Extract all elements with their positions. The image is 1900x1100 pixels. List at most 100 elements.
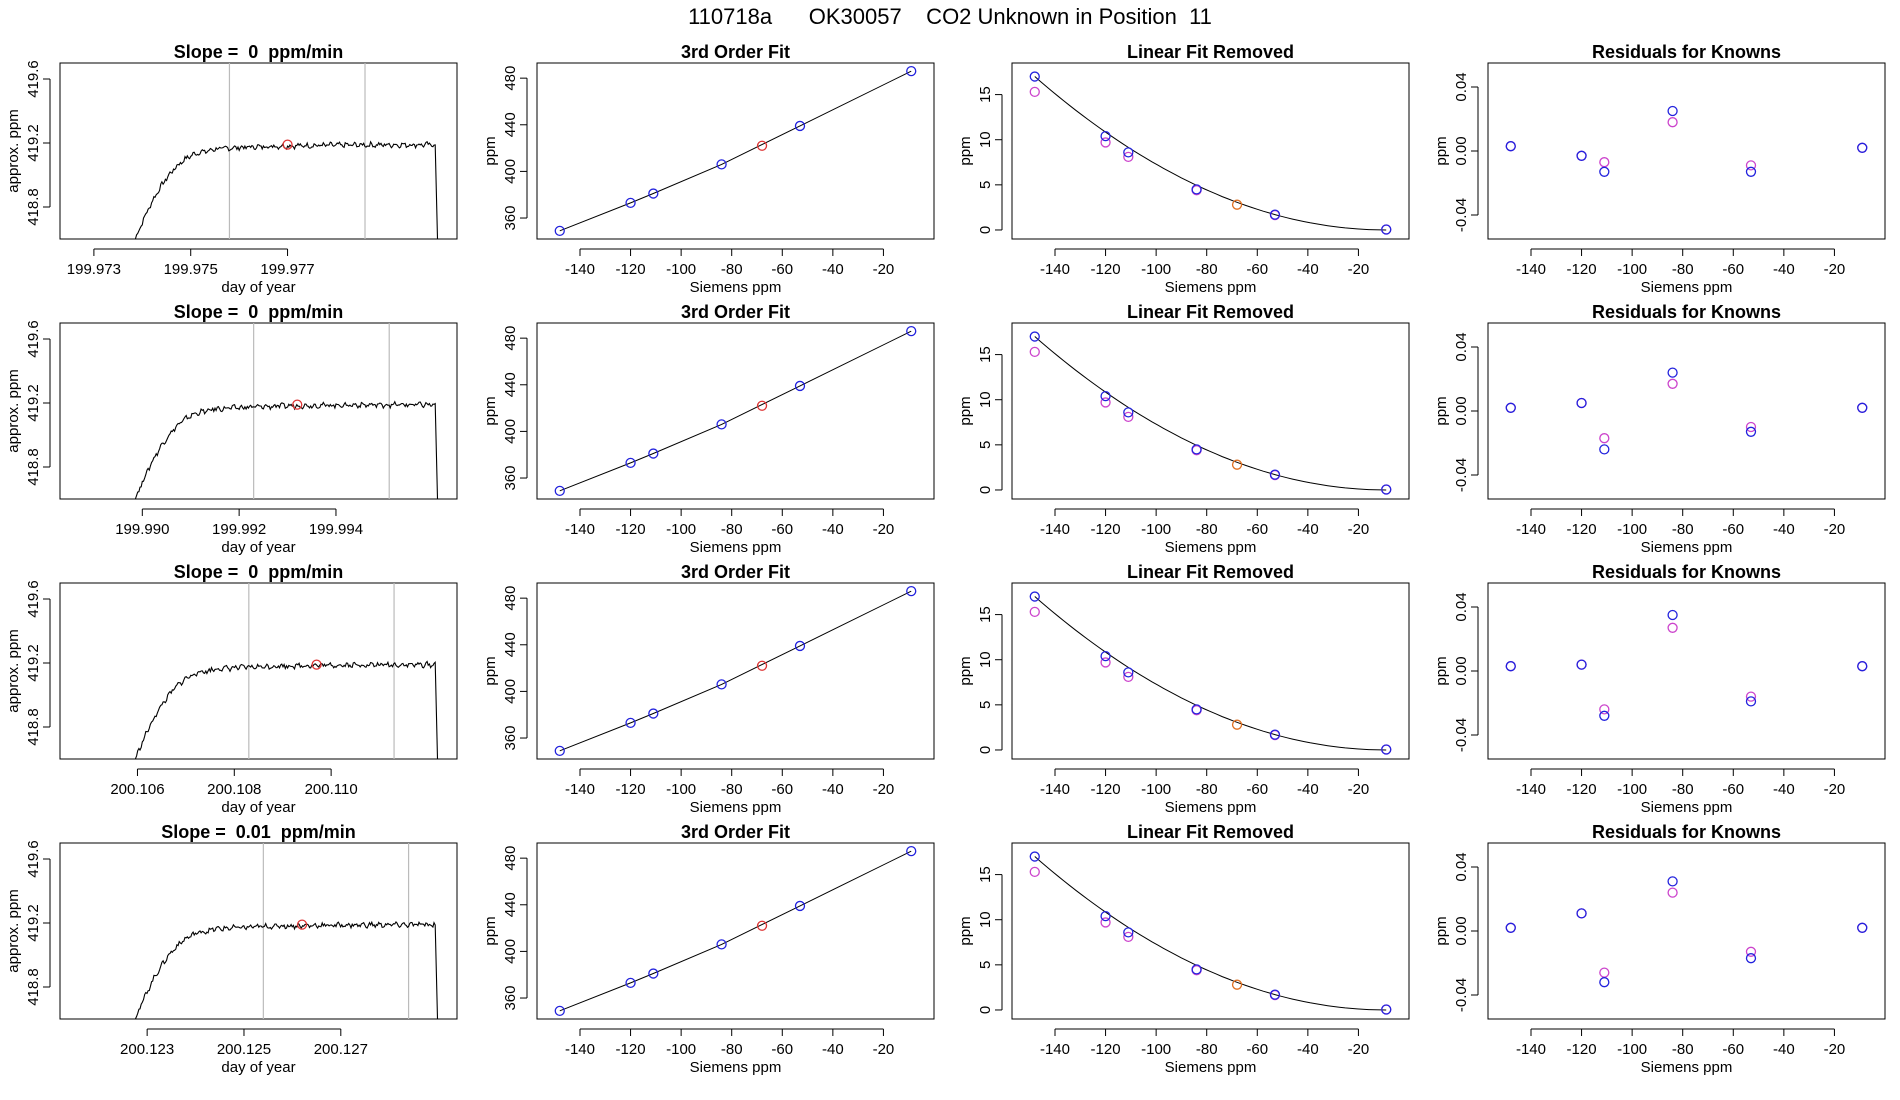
y-tick-label: 0.00 bbox=[1453, 656, 1470, 685]
x-axis-label: Siemens ppm bbox=[1165, 539, 1257, 556]
known-standard-point bbox=[1191, 964, 1202, 975]
x-tick-label: -80 bbox=[721, 1041, 743, 1058]
figure-title: 110718a OK30057 CO2 Unknown in Position … bbox=[688, 4, 1212, 29]
known-standard-point bbox=[716, 939, 727, 950]
unknown-point bbox=[756, 660, 768, 671]
x-tick-label: -80 bbox=[1672, 261, 1694, 278]
y-tick-label: 0.00 bbox=[1453, 136, 1470, 165]
y-tick-label: 360 bbox=[502, 206, 519, 231]
panel-title: Linear Fit Removed bbox=[1127, 562, 1294, 582]
y-axis-label: ppm bbox=[957, 656, 974, 685]
known-standard-point bbox=[1100, 910, 1111, 922]
residual-point bbox=[1857, 402, 1868, 413]
x-tick-label: -140 bbox=[1516, 781, 1546, 798]
known-standard-point bbox=[716, 159, 727, 170]
plot-frame bbox=[1011, 582, 1410, 760]
x-tick-label: -60 bbox=[771, 261, 793, 278]
y-tick-label: 15 bbox=[977, 866, 994, 883]
known-standard-point-alt bbox=[1100, 397, 1111, 408]
known-standard-point bbox=[794, 640, 806, 652]
known-standard-point bbox=[1029, 591, 1040, 602]
known-standard-point bbox=[1381, 224, 1392, 235]
y-tick-label: 0 bbox=[977, 226, 994, 234]
x-axis-label: day of year bbox=[221, 799, 295, 816]
y-tick-label: 0.04 bbox=[1453, 332, 1470, 361]
y-tick-label: 418.8 bbox=[25, 448, 42, 486]
residual-point bbox=[1857, 661, 1868, 672]
x-tick-label: -140 bbox=[565, 521, 595, 538]
y-tick-label: 0 bbox=[977, 486, 994, 494]
unknown-point bbox=[1231, 199, 1243, 210]
known-standard-point bbox=[1191, 444, 1202, 455]
known-standard-point bbox=[554, 485, 565, 496]
known-standard-point bbox=[648, 188, 659, 199]
known-standard-point-alt bbox=[1029, 866, 1040, 878]
x-axis-label: Siemens ppm bbox=[690, 1059, 782, 1076]
x-tick-label: -80 bbox=[1196, 521, 1218, 538]
y-axis-label: ppm bbox=[1433, 916, 1450, 945]
x-tick-label: -140 bbox=[1040, 261, 1070, 278]
y-tick-label: 5 bbox=[977, 961, 994, 969]
x-tick-label: -120 bbox=[616, 521, 646, 538]
x-tick-label: -60 bbox=[1246, 261, 1268, 278]
x-tick-label: -80 bbox=[1672, 1041, 1694, 1058]
x-tick-label: -20 bbox=[1348, 1041, 1370, 1058]
known-standard-point bbox=[1191, 184, 1202, 195]
x-tick-label: -40 bbox=[822, 781, 844, 798]
y-tick-label: 10 bbox=[977, 391, 994, 408]
panel-title: Slope = 0.01 ppm/min bbox=[161, 822, 356, 842]
y-tick-label: 400 bbox=[502, 419, 519, 444]
residuals-panel-row-3: Residuals for Knowns Siemens ppm ppm -140 -1… bbox=[1433, 562, 1886, 816]
known-standard-point bbox=[794, 120, 806, 132]
x-tick-label: -20 bbox=[1824, 1041, 1846, 1058]
residual-point bbox=[1857, 922, 1868, 933]
residual-point bbox=[1599, 166, 1610, 177]
x-tick-label: -20 bbox=[873, 1041, 895, 1058]
known-standard-point bbox=[1381, 484, 1392, 495]
panel-title: Residuals for Knowns bbox=[1592, 822, 1781, 842]
residual-point-alt bbox=[1599, 157, 1610, 168]
y-tick-label: 480 bbox=[502, 326, 519, 351]
residual-point bbox=[1505, 141, 1516, 152]
x-tick-label: -40 bbox=[1297, 781, 1319, 798]
known-standard-point bbox=[906, 66, 917, 77]
y-tick-label: 0.04 bbox=[1453, 852, 1470, 881]
x-tick-label: -40 bbox=[1773, 781, 1795, 798]
y-tick-label: 419.2 bbox=[25, 644, 42, 682]
y-axis-label: ppm bbox=[957, 396, 974, 425]
x-tick-label: -120 bbox=[616, 1041, 646, 1058]
x-tick-label: -120 bbox=[1091, 261, 1121, 278]
x-tick-label: -40 bbox=[1297, 1041, 1319, 1058]
residual-point bbox=[1667, 876, 1678, 887]
x-tick-label: -120 bbox=[1091, 521, 1121, 538]
concentration-trace bbox=[134, 660, 439, 760]
known-standard-point bbox=[1100, 390, 1111, 402]
linear-fit-removed-panel-row-2: Linear Fit Removed Siemens ppm ppm -140 -120… bbox=[957, 302, 1410, 556]
residual-point-alt bbox=[1745, 421, 1757, 433]
unknown-point bbox=[311, 659, 322, 670]
residual-point-alt bbox=[1667, 887, 1678, 898]
residual-point bbox=[1505, 661, 1516, 672]
residual-point-alt bbox=[1599, 433, 1610, 444]
x-tick-label: -140 bbox=[1516, 521, 1546, 538]
y-tick-label: 419.6 bbox=[25, 840, 42, 878]
residual-point bbox=[1745, 166, 1757, 177]
known-standard-point bbox=[1269, 989, 1281, 1000]
unknown-point bbox=[282, 139, 293, 150]
x-axis-label: Siemens ppm bbox=[1165, 279, 1257, 296]
fit-curve bbox=[1034, 596, 1387, 751]
known-standard-point bbox=[716, 419, 727, 430]
panel-title: 3rd Order Fit bbox=[681, 302, 790, 322]
known-standard-point bbox=[554, 225, 565, 236]
plot-frame bbox=[1011, 842, 1410, 1020]
third-order-fit-panel-row-3: 3rd Order Fit Siemens ppm ppm -140 -120 -100 -… bbox=[482, 562, 935, 816]
x-tick-label: 199.994 bbox=[309, 521, 363, 538]
residual-point bbox=[1576, 908, 1587, 919]
y-tick-label: 400 bbox=[502, 939, 519, 964]
x-tick-label: -140 bbox=[1040, 1041, 1070, 1058]
third-order-fit-panel-row-1: 3rd Order Fit Siemens ppm ppm -140 -120 -100 -… bbox=[482, 42, 935, 296]
y-tick-label: 419.6 bbox=[25, 60, 42, 98]
y-tick-label: 440 bbox=[502, 892, 519, 917]
linear-fit-removed-panel-row-3: Linear Fit Removed Siemens ppm ppm -140 -120… bbox=[957, 562, 1410, 816]
x-axis-label: day of year bbox=[221, 1059, 295, 1076]
